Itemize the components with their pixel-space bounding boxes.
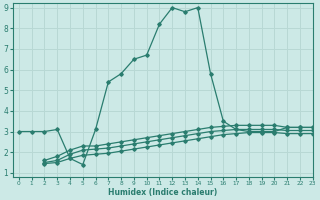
X-axis label: Humidex (Indice chaleur): Humidex (Indice chaleur) [108, 188, 217, 197]
